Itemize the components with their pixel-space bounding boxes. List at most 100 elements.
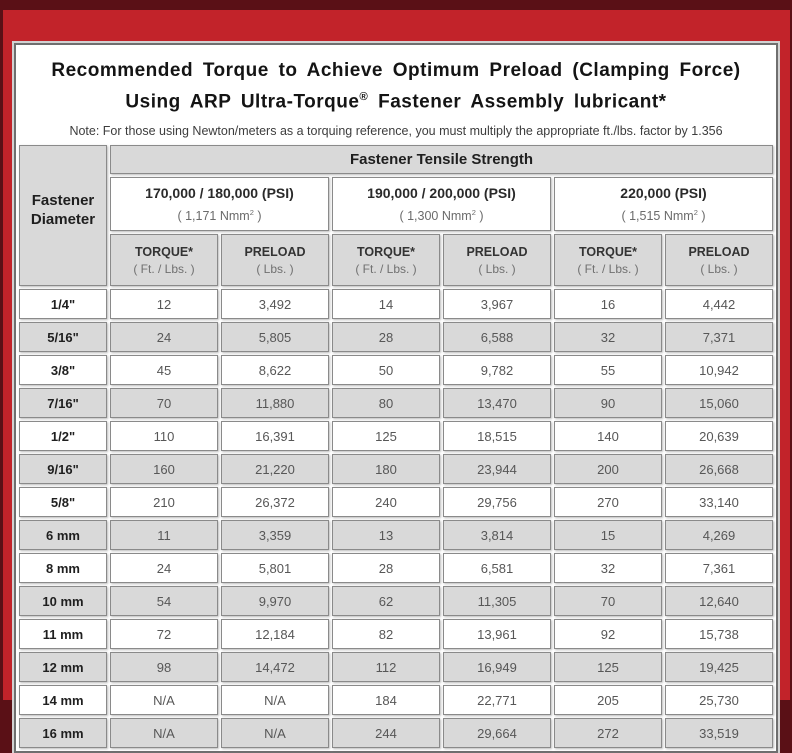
title-line2-post: Fastener Assembly lubricant* — [368, 91, 667, 113]
preload-cell: 16,391 — [221, 421, 329, 452]
psi-label-3: 220,000 (PSI) — [620, 185, 707, 202]
torque-cell: 82 — [332, 619, 440, 650]
preload-cell: 20,639 — [665, 421, 773, 452]
torque-cell: 70 — [554, 586, 662, 617]
diameter-cell: 16 mm — [19, 718, 107, 749]
torque-cell: 15 — [554, 520, 662, 551]
torque-column-header-2: TORQUE* ( Ft. / Lbs. ) — [332, 234, 440, 287]
torque-cell: 11 — [110, 520, 218, 551]
corner-header-line1: Fastener — [31, 191, 95, 209]
table-row: 3/8" 45 8,622 50 9,782 55 10,942 — [19, 355, 773, 386]
torque-cell: 244 — [332, 718, 440, 749]
table-row: 12 mm 98 14,472 112 16,949 125 19,425 — [19, 652, 773, 683]
preload-cell: 8,622 — [221, 355, 329, 386]
page-title-line1: Recommended Torque to Achieve Optimum Pr… — [51, 60, 741, 81]
torque-cell: N/A — [110, 685, 218, 716]
diameter-cell: 11 mm — [19, 619, 107, 650]
tensile-strength-header: Fastener Tensile Strength — [110, 145, 773, 175]
table-row: 16 mm N/A N/A 244 29,664 272 33,519 — [19, 718, 773, 749]
torque-cell: 50 — [332, 355, 440, 386]
torque-column-header-1: TORQUE* ( Ft. / Lbs. ) — [110, 234, 218, 287]
torque-cell: 70 — [110, 388, 218, 419]
diameter-cell: 5/8" — [19, 487, 107, 518]
preload-cell: 6,588 — [443, 322, 551, 353]
table-row: 8 mm 24 5,801 28 6,581 32 7,361 — [19, 553, 773, 584]
nmm-label-1: ( 1,171 Nmm2 ) — [177, 208, 262, 224]
preload-cell: 3,492 — [221, 289, 329, 320]
table-row: 6 mm 11 3,359 13 3,814 15 4,269 — [19, 520, 773, 551]
preload-cell: 29,756 — [443, 487, 551, 518]
header-row-psi: 170,000 / 180,000 (PSI) ( 1,171 Nmm2 ) 1… — [19, 177, 773, 232]
preload-cell: 6,581 — [443, 553, 551, 584]
preload-cell: 9,782 — [443, 355, 551, 386]
diameter-cell: 3/8" — [19, 355, 107, 386]
preload-column-header-2: PRELOAD ( Lbs. ) — [443, 234, 551, 287]
preload-cell: 33,519 — [665, 718, 773, 749]
preload-cell: 12,640 — [665, 586, 773, 617]
preload-cell: 5,801 — [221, 553, 329, 584]
table-row: 1/2" 110 16,391 125 18,515 140 20,639 — [19, 421, 773, 452]
torque-table: Fastener Diameter Fastener Tensile Stren… — [16, 142, 776, 752]
torque-cell: 98 — [110, 652, 218, 683]
torque-cell: 210 — [110, 487, 218, 518]
preload-cell: 4,442 — [665, 289, 773, 320]
torque-cell: 180 — [332, 454, 440, 485]
torque-cell: 240 — [332, 487, 440, 518]
corner-header-fastener-diameter: Fastener Diameter — [19, 145, 107, 287]
title-block: Recommended Torque to Achieve Optimum Pr… — [16, 45, 776, 138]
preload-cell: 23,944 — [443, 454, 551, 485]
torque-cell: 72 — [110, 619, 218, 650]
preload-cell: 10,942 — [665, 355, 773, 386]
torque-cell: 140 — [554, 421, 662, 452]
table-row: 11 mm 72 12,184 82 13,961 92 15,738 — [19, 619, 773, 650]
preload-cell: 16,949 — [443, 652, 551, 683]
table-row: 5/8" 210 26,372 240 29,756 270 33,140 — [19, 487, 773, 518]
torque-cell: 28 — [332, 322, 440, 353]
table-row: 10 mm 54 9,970 62 11,305 70 12,640 — [19, 586, 773, 617]
preload-cell: 5,805 — [221, 322, 329, 353]
torque-cell: 125 — [332, 421, 440, 452]
torque-cell: 270 — [554, 487, 662, 518]
torque-cell: 112 — [332, 652, 440, 683]
preload-cell: 7,361 — [665, 553, 773, 584]
torque-cell: 110 — [110, 421, 218, 452]
torque-cell: N/A — [110, 718, 218, 749]
torque-cell: 32 — [554, 322, 662, 353]
nmm-label-2: ( 1,300 Nmm2 ) — [399, 208, 484, 224]
torque-cell: 200 — [554, 454, 662, 485]
preload-cell: N/A — [221, 718, 329, 749]
page-title-line2: Using ARP Ultra-Torque® Fastener Assembl… — [16, 84, 776, 115]
preload-cell: 25,730 — [665, 685, 773, 716]
diameter-cell: 12 mm — [19, 652, 107, 683]
torque-cell: 16 — [554, 289, 662, 320]
table-row: 7/16" 70 11,880 80 13,470 90 15,060 — [19, 388, 773, 419]
torque-cell: 24 — [110, 322, 218, 353]
diameter-cell: 1/4" — [19, 289, 107, 320]
preload-cell: 9,970 — [221, 586, 329, 617]
torque-cell: 28 — [332, 553, 440, 584]
torque-cell: 205 — [554, 685, 662, 716]
preload-column-header-1: PRELOAD ( Lbs. ) — [221, 234, 329, 287]
diameter-cell: 5/16" — [19, 322, 107, 353]
psi-group-3: 220,000 (PSI) ( 1,515 Nmm2 ) — [554, 177, 773, 232]
preload-cell: 11,880 — [221, 388, 329, 419]
preload-cell: N/A — [221, 685, 329, 716]
preload-cell: 14,472 — [221, 652, 329, 683]
preload-cell: 12,184 — [221, 619, 329, 650]
torque-cell: 24 — [110, 553, 218, 584]
table-row: 14 mm N/A N/A 184 22,771 205 25,730 — [19, 685, 773, 716]
preload-cell: 29,664 — [443, 718, 551, 749]
torque-cell: 90 — [554, 388, 662, 419]
diameter-cell: 9/16" — [19, 454, 107, 485]
psi-group-1: 170,000 / 180,000 (PSI) ( 1,171 Nmm2 ) — [110, 177, 329, 232]
table-row: 1/4" 12 3,492 14 3,967 16 4,442 — [19, 289, 773, 320]
preload-cell: 11,305 — [443, 586, 551, 617]
preload-cell: 4,269 — [665, 520, 773, 551]
header-row-tensile: Fastener Diameter Fastener Tensile Stren… — [19, 145, 773, 287]
diameter-cell: 6 mm — [19, 520, 107, 551]
preload-cell: 13,470 — [443, 388, 551, 419]
torque-cell: 13 — [332, 520, 440, 551]
psi-label-1: 170,000 / 180,000 (PSI) — [145, 185, 294, 202]
table-row: 9/16" 160 21,220 180 23,944 200 26,668 — [19, 454, 773, 485]
torque-cell: 45 — [110, 355, 218, 386]
